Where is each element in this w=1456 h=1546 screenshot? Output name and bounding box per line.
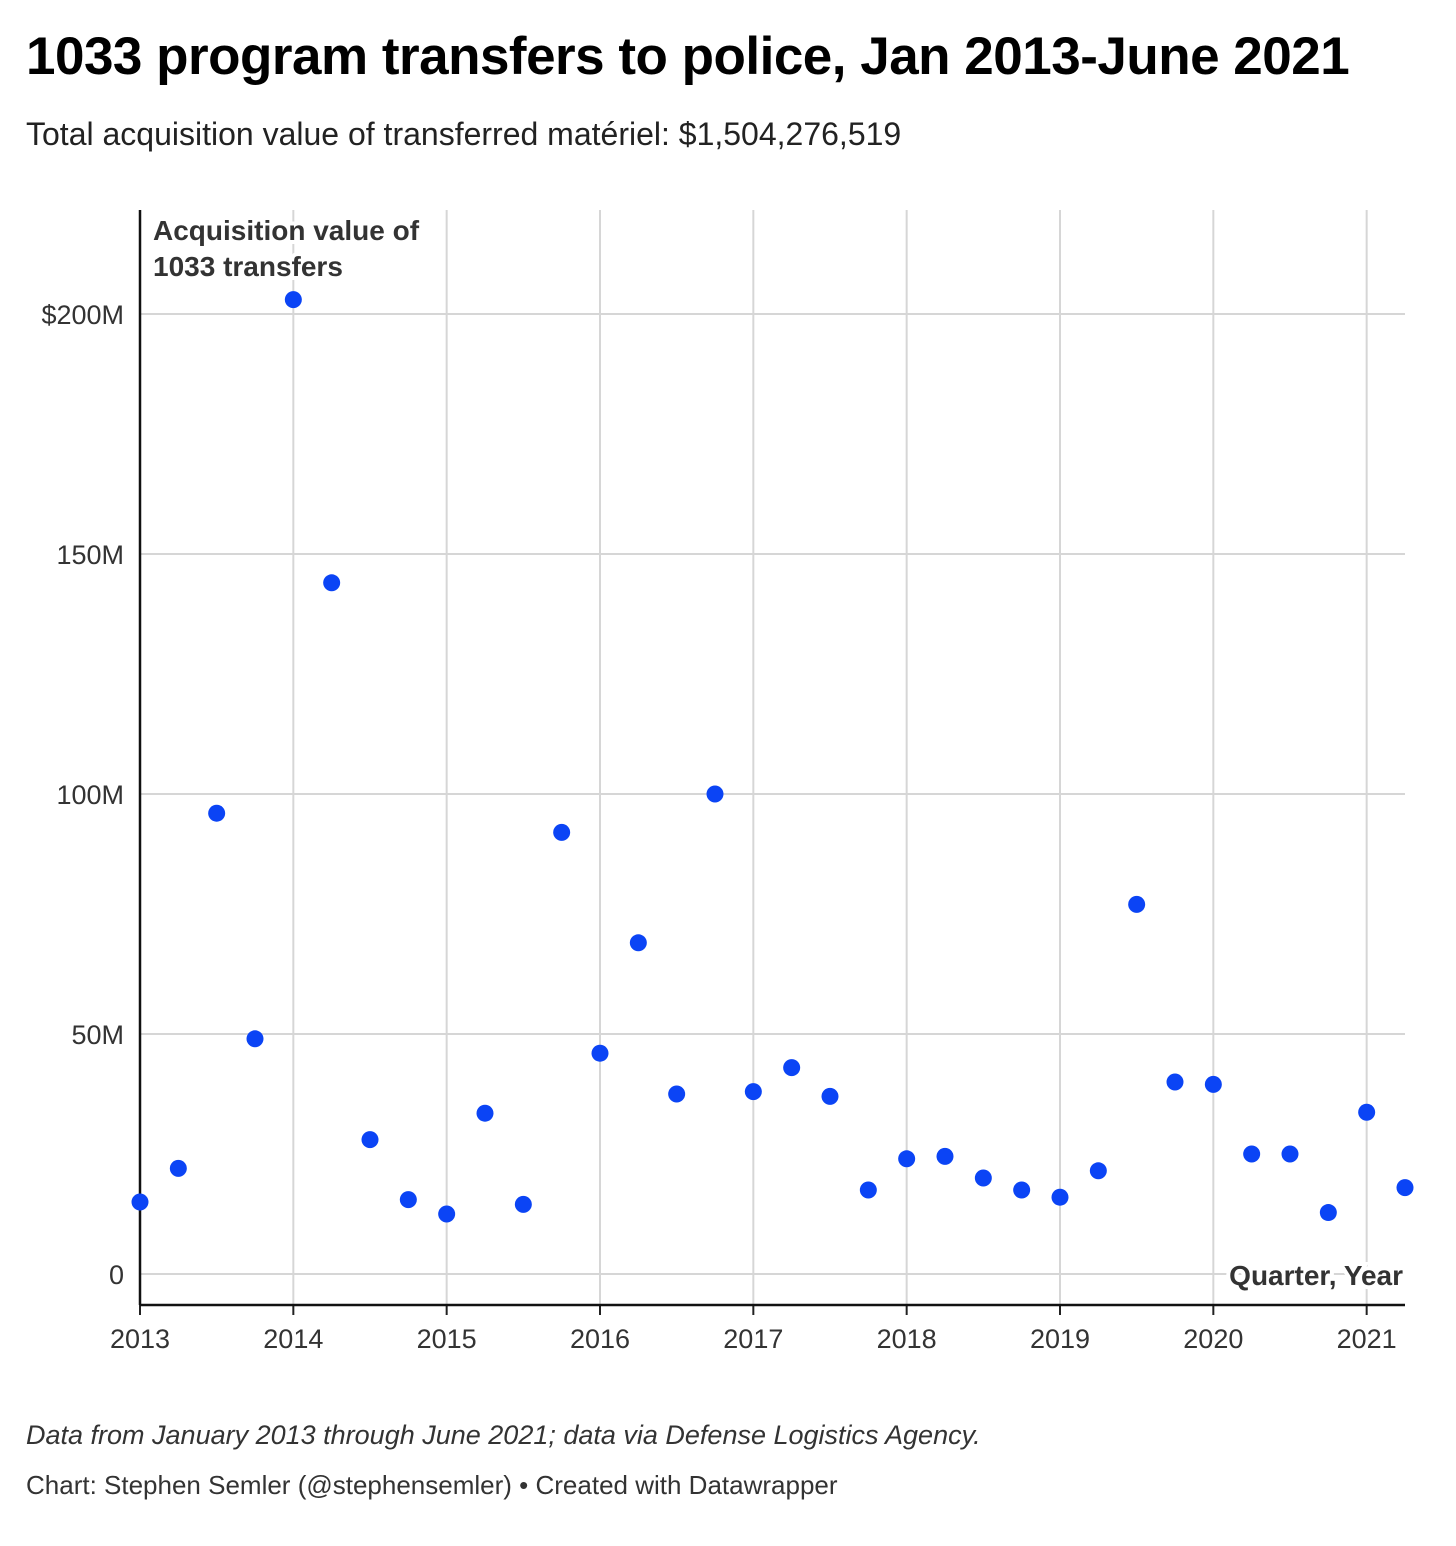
data-point [1089, 1162, 1107, 1180]
data-point [1013, 1181, 1031, 1199]
x-tick-label: 2021 [1337, 1324, 1397, 1354]
gridlines [139, 210, 1405, 1305]
y-axis-title: 1033 transfers [153, 251, 343, 282]
data-point [284, 291, 302, 309]
data-point [898, 1150, 916, 1168]
chart-subtitle: Total acquisition value of transferred m… [26, 116, 902, 152]
axes [138, 210, 1405, 1307]
data-point [131, 1193, 149, 1211]
data-point [668, 1085, 686, 1103]
data-point [246, 1030, 264, 1048]
data-point [1051, 1188, 1069, 1206]
data-point [476, 1104, 494, 1122]
data-point [553, 823, 571, 841]
source-note: Data from January 2013 through June 2021… [26, 1420, 981, 1450]
data-point [591, 1044, 609, 1062]
data-point [821, 1087, 839, 1105]
data-point [514, 1195, 532, 1213]
data-point [744, 1083, 762, 1101]
x-tick-label: 2016 [570, 1324, 630, 1354]
x-tick-label: 2014 [263, 1324, 323, 1354]
x-tick-label: 2015 [417, 1324, 477, 1354]
chart-credit: Chart: Stephen Semler (@stephensemler) •… [26, 1470, 838, 1500]
data-point [629, 934, 647, 952]
y-tick-label: 50M [71, 1020, 124, 1050]
x-tick-label: 2013 [110, 1324, 170, 1354]
data-point [323, 574, 341, 592]
x-axis-title: Quarter, Year [1229, 1260, 1403, 1291]
data-point [399, 1191, 417, 1209]
y-tick-label: $200M [41, 300, 124, 330]
data-point [361, 1131, 379, 1149]
y-tick-label: 100M [56, 780, 124, 810]
x-tick-label: 2018 [877, 1324, 937, 1354]
data-point [208, 804, 226, 822]
y-axis-ticks: 0 50M 100M 150M $200M [41, 300, 124, 1290]
data-point [438, 1205, 456, 1223]
x-tick-label: 2019 [1030, 1324, 1090, 1354]
data-point [974, 1169, 992, 1187]
data-point [936, 1147, 954, 1165]
data-points [131, 291, 1414, 1223]
data-point [859, 1181, 877, 1199]
data-point [1243, 1145, 1261, 1163]
data-point [706, 785, 724, 803]
data-point [1281, 1145, 1299, 1163]
data-point [1358, 1103, 1376, 1121]
y-tick-label: 0 [109, 1260, 124, 1290]
chart-title: 1033 program transfers to police, Jan 20… [26, 27, 1350, 86]
data-point [1128, 895, 1146, 913]
y-tick-label: 150M [56, 540, 124, 570]
data-point [1396, 1179, 1414, 1197]
data-point [1204, 1075, 1222, 1093]
data-point [1166, 1073, 1184, 1091]
data-point [783, 1059, 801, 1077]
data-point [169, 1159, 187, 1177]
axis-labels: Acquisition value of 1033 transfers Quarte… [149, 211, 1407, 1295]
x-axis-ticks: 2013 2014 2015 2016 2017 2018 2019 2020 2021 [110, 1305, 1397, 1354]
x-tick-label: 2017 [723, 1324, 783, 1354]
data-point [1319, 1204, 1337, 1222]
x-tick-label: 2020 [1183, 1324, 1243, 1354]
y-axis-title: Acquisition value of [153, 215, 420, 246]
